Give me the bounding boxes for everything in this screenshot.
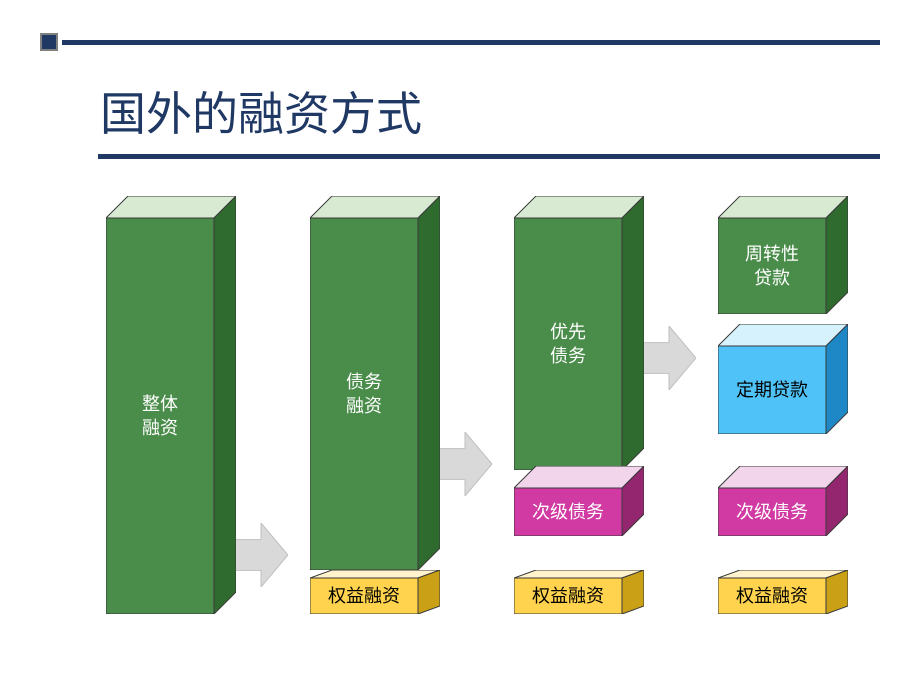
slide: { "layout": { "bullet": {"x":40,"y":33,"… [0,0,920,690]
label-c2-equity: 权益融资 [310,578,418,614]
box-c2-equity: 权益融资 [310,570,440,614]
label-c4-equity: 权益融资 [718,578,826,614]
label-c3-sub: 次级债务 [514,488,622,536]
box-c1-whole: 整体 融资 [106,196,236,614]
arrow-1 [228,523,288,587]
box-c2-debt: 债务 融资 [310,196,440,570]
rule-bottom [98,154,880,159]
label-c3-senior: 优先 债务 [514,218,622,470]
box-c3-equity: 权益融资 [514,570,644,614]
box-c3-senior: 优先 债务 [514,196,644,470]
label-c4-sub: 次级债务 [718,488,826,536]
box-c4-sub: 次级债务 [718,466,848,536]
arrow-2 [432,432,492,496]
label-c3-equity: 权益融资 [514,578,622,614]
label-c2-debt: 债务 融资 [310,218,418,570]
box-c4-equity: 权益融资 [718,570,848,614]
box-c4-term: 定期贷款 [718,324,848,434]
page-title: 国外的融资方式 [100,78,422,144]
label-c4-term: 定期贷款 [718,346,826,434]
rule-top [62,40,880,45]
label-c1-whole: 整体 融资 [106,218,214,614]
label-c4-rev: 周转性 贷款 [718,218,826,314]
title-bullet [40,33,58,51]
box-c3-sub: 次级债务 [514,466,644,536]
box-c4-rev: 周转性 贷款 [718,196,848,314]
arrow-3 [636,326,696,390]
